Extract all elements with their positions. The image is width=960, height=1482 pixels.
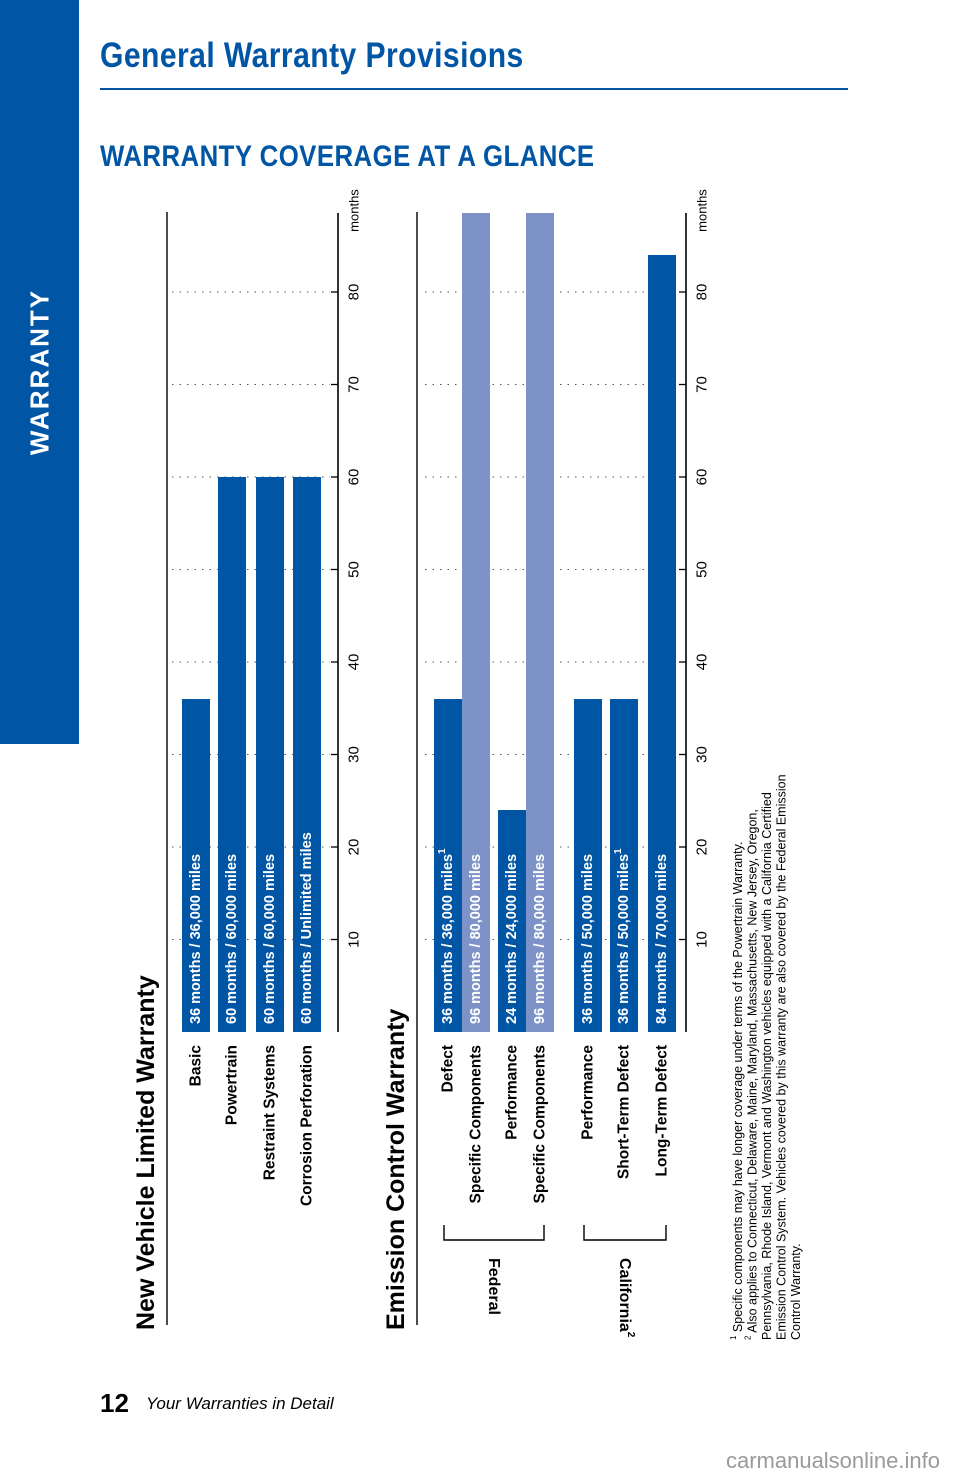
footnote-text: Specific components may have longer cove… [731,842,745,1336]
group-label: California2 [617,1258,637,1338]
bar-data-label-text: 36 months / 50,000 miles [580,854,596,1024]
tick-label: 80 [346,284,363,301]
bar-data-label: 96 months / 80,000 miles [532,854,548,1024]
row-label: Performance [580,1045,597,1140]
bar-restraint-systems [256,477,284,1032]
chart-title: Emission Control Warranty [382,1009,410,1330]
row-label: Basic [188,1045,205,1087]
footnote-text: Control Warranty. [789,1243,803,1340]
footnote-line: Control Warranty. [789,1243,803,1340]
chart-panel-2: Emission Control Warranty 10 20 30 40 50 60 70 8… [382,189,711,1338]
group-label: Federal [486,1258,503,1315]
bar-data-label-superscript: 1 [437,848,448,854]
tick-label: 80 [694,284,711,301]
footnote-mark: 2 [744,1335,753,1340]
page-title: General Warranty Provisions [100,36,524,75]
bar-specific-components [526,213,554,1032]
footnote-line: 1 Specific components may have longer co… [729,842,745,1340]
bar-data-label-text: 60 months / 60,000 miles [262,854,278,1024]
tick-label: 70 [694,376,711,393]
watermark: carmanualsonline.info [725,1448,940,1473]
bar-data-label-text: 96 months / 80,000 miles [532,854,548,1024]
bar-basic [182,699,210,1032]
footnote-text: Pennsylvania, Rhode Island, Vermont and … [760,792,774,1340]
tick-label: 10 [694,931,711,948]
bar-data-label-text: 96 months / 80,000 miles [468,854,484,1024]
bar-data-label-text: 36 months / 50,000 miles [616,854,632,1024]
bar-data-label-superscript: 1 [613,848,624,854]
tick-label: 60 [346,469,363,486]
row-label: Defect [440,1045,457,1092]
footnote-line: Emission Control System. Vehicles covere… [775,774,789,1340]
chart-title: New Vehicle Limited Warranty [132,975,160,1330]
bar-data-label-text: 24 months / 24,000 miles [504,854,520,1024]
tick-label: 70 [346,376,363,393]
tick-label: 60 [694,469,711,486]
bar-data-label: 60 months / 60,000 miles [224,854,240,1024]
group-bracket [443,1225,545,1241]
bar-data-label: 36 months / 50,000 miles1 [613,848,632,1024]
bar-performance [574,699,602,1032]
tick-label: 20 [694,839,711,856]
bar-data-label: 60 months / Unlimited miles [299,832,315,1024]
tick-label: 30 [346,746,363,763]
bar-corrosion-perforation [293,477,321,1032]
bar-data-label-text: 60 months / Unlimited miles [299,832,315,1024]
axis-unit-label: months [347,189,362,232]
row-label: Restraint Systems [262,1045,279,1180]
footnotes: 1 Specific components may have longer co… [729,774,803,1340]
bar-data-label-text: 36 months / 36,000 miles [440,854,456,1024]
bar-long-term-defect [648,255,676,1032]
bar-powertrain [218,477,246,1032]
footnote-line: Pennsylvania, Rhode Island, Vermont and … [760,792,774,1340]
bar-data-label: 24 months / 24,000 miles [504,854,520,1024]
page-number: 12 [100,1388,129,1418]
bar-specific-components [462,213,490,1032]
bar-data-label: 36 months / 50,000 miles [580,854,596,1024]
axis-unit-label: months [695,189,710,232]
bar-defect [434,699,462,1032]
bar-performance [498,810,526,1032]
title-divider [100,88,848,90]
tick-label: 50 [694,561,711,578]
bar-data-label: 84 months / 70,000 miles [654,854,670,1024]
row-label: Specific Components [532,1045,549,1203]
tick-label: 50 [346,561,363,578]
footnote-text: Also applies to Connecticut, Delaware, M… [746,809,760,1335]
row-label: Powertrain [224,1045,241,1125]
bar-data-label: 96 months / 80,000 miles [468,854,484,1024]
tick-label: 40 [346,654,363,671]
group-label-text: Federal [486,1258,503,1315]
bar-data-label: 36 months / 36,000 miles [188,854,204,1024]
bar-data-label: 60 months / 60,000 miles [262,854,278,1024]
bar-data-label-text: 84 months / 70,000 miles [654,854,670,1024]
row-label: Short-Term Defect [616,1045,633,1179]
side-tab: WARRANTY [0,0,79,744]
page-label: Your Warranties in Detail [146,1394,334,1413]
bar-data-label: 36 months / 36,000 miles1 [437,848,456,1024]
tick-label: 20 [346,839,363,856]
row-label: Specific Components [468,1045,485,1203]
tick-label: 40 [694,654,711,671]
tick-label: 30 [694,746,711,763]
group-label-superscript: 2 [625,1332,636,1338]
tick-label: 10 [346,931,363,948]
bar-data-label-text: 60 months / 60,000 miles [224,854,240,1024]
chart-panel-1: New Vehicle Limited Warranty 10 20 30 40 50 60… [132,189,363,1330]
bar-short-term-defect [610,699,638,1032]
section-title: WARRANTY COVERAGE AT A GLANCE [100,140,595,173]
group-label-text: California [617,1258,634,1332]
footnote-mark: 1 [729,1335,738,1340]
row-label: Long-Term Defect [654,1045,671,1176]
footnote-text: Emission Control System. Vehicles covere… [775,774,789,1340]
group-bracket [583,1225,667,1241]
footnote-line: 2 Also applies to Connecticut, Delaware,… [744,809,760,1340]
bar-data-label-text: 36 months / 36,000 miles [188,854,204,1024]
row-label: Performance [504,1045,521,1140]
row-label: Corrosion Perforation [299,1045,316,1206]
